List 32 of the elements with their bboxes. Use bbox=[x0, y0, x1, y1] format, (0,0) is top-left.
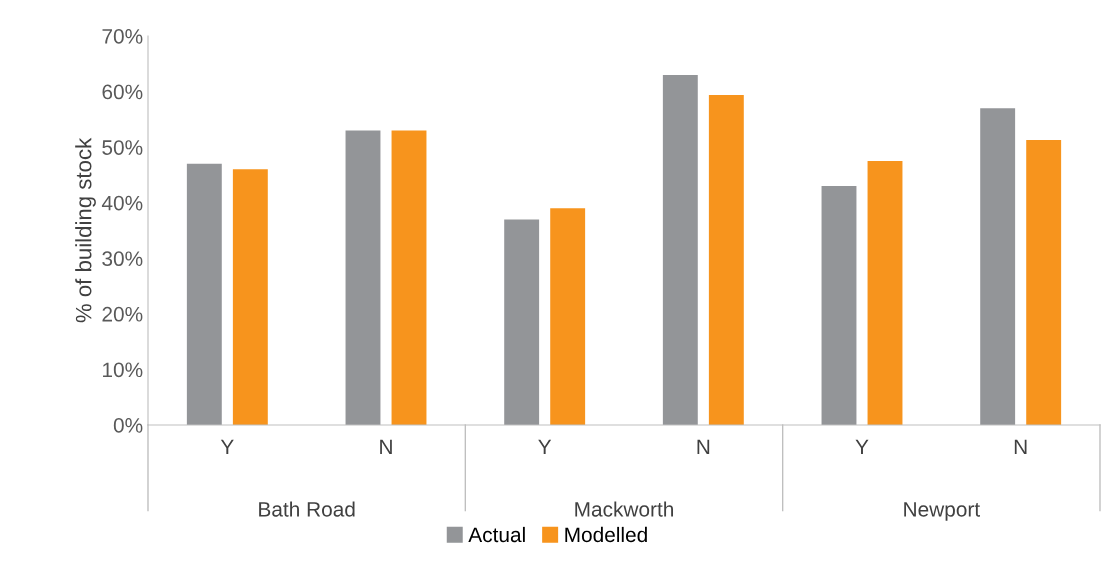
bar bbox=[1026, 139, 1062, 425]
y-tick-label: 50% bbox=[102, 140, 143, 155]
y-tick-label: 30% bbox=[102, 251, 143, 267]
legend-label: Actual bbox=[468, 526, 525, 543]
y-tick-label: 40% bbox=[101, 195, 143, 211]
y-tick-label: 10% bbox=[103, 362, 143, 378]
x-tick-label: Y bbox=[855, 439, 869, 454]
bar bbox=[550, 208, 586, 425]
y-tick-label: 20% bbox=[102, 306, 143, 322]
x-tick-label: N bbox=[697, 439, 710, 454]
x-tick-label: N bbox=[1014, 439, 1027, 454]
bar bbox=[391, 130, 427, 425]
bar bbox=[821, 186, 857, 425]
bar bbox=[708, 94, 744, 425]
x-tick-label: Y bbox=[538, 439, 552, 454]
bar bbox=[232, 169, 268, 425]
y-tick-label: 70% bbox=[102, 29, 143, 44]
x-tick-label: Y bbox=[220, 439, 234, 454]
legend-label: Modelled bbox=[565, 526, 647, 543]
bar bbox=[186, 163, 222, 425]
y-tick-label: 0% bbox=[113, 418, 143, 433]
y-axis-title: % of building stock bbox=[75, 137, 96, 323]
text: Bath Road bbox=[259, 501, 355, 517]
x-tick-label: N bbox=[380, 439, 392, 454]
bar bbox=[345, 130, 381, 425]
text: Mackworth bbox=[575, 501, 674, 517]
y-tick-label: 60% bbox=[102, 84, 143, 100]
bar bbox=[504, 219, 540, 425]
bar bbox=[980, 108, 1016, 425]
bar bbox=[867, 161, 903, 425]
bar bbox=[662, 74, 698, 425]
text: Newport bbox=[904, 502, 980, 521]
